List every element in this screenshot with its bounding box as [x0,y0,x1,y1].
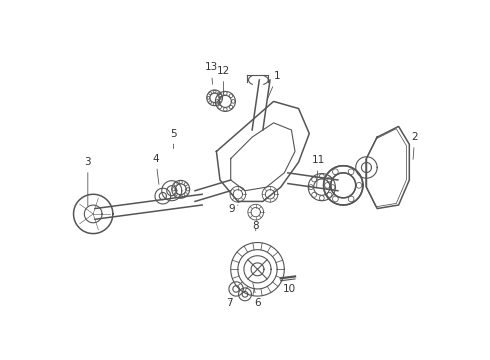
Text: 7: 7 [225,298,232,308]
Text: 3: 3 [84,157,91,206]
Text: 6: 6 [253,283,261,308]
Text: 11: 11 [312,156,325,188]
Text: 2: 2 [412,132,418,159]
Text: 4: 4 [152,154,159,184]
Text: 13: 13 [204,63,218,84]
Text: 12: 12 [217,66,230,95]
Text: 10: 10 [281,280,296,294]
Text: 1: 1 [268,71,280,99]
Text: 9: 9 [228,203,238,213]
Text: 8: 8 [252,221,259,231]
Text: 5: 5 [170,129,177,149]
